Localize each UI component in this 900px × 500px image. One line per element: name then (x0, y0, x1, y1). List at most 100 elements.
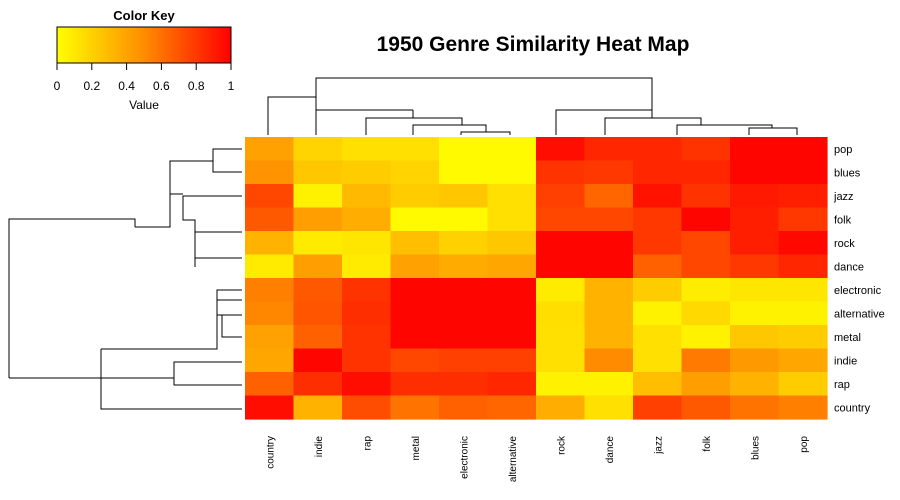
heatmap-cell-rock-electronic (439, 231, 489, 256)
heatmap-cell-pop-rock (536, 137, 586, 162)
heatmap-cell-folk-pop (778, 207, 828, 232)
heatmap-cell-rap-rap (342, 372, 392, 397)
heatmap-cell-rap-metal (390, 372, 440, 397)
heatmap-cell-country-rap (342, 395, 392, 420)
heatmap-cell-pop-metal (390, 137, 440, 162)
heatmap-cell-country-indie (293, 395, 343, 420)
heatmap-cell-pop-indie (293, 137, 343, 162)
heatmap-cell-folk-metal (390, 207, 440, 232)
column-label-blues: blues (750, 436, 761, 460)
heatmap-cell-dance-folk (681, 254, 731, 279)
heatmap-cell-electronic-pop (778, 278, 828, 303)
heatmap-cell-jazz-jazz (633, 184, 683, 209)
row-label-country: country (834, 402, 871, 414)
column-label-rap: rap (362, 436, 373, 451)
heatmap-cell-metal-rap (342, 325, 392, 350)
heatmap-cell-jazz-rock (536, 184, 586, 209)
heatmap-cell-folk-alternative (487, 207, 537, 232)
row-label-indie: indie (834, 355, 857, 367)
heatmap-cell-country-jazz (633, 395, 683, 420)
heatmap-cell-metal-blues (730, 325, 780, 350)
heatmap-cell-jazz-rap (342, 184, 392, 209)
heatmap-cell-country-alternative (487, 395, 537, 420)
heatmap-cell-indie-dance (584, 348, 634, 373)
heatmap-cell-blues-indie (293, 160, 343, 185)
chart-title: 1950 Genre Similarity Heat Map (377, 33, 690, 56)
heatmap-cell-pop-pop (778, 137, 828, 162)
heatmap-cell-indie-pop (778, 348, 828, 373)
column-label-rock: rock (556, 435, 567, 455)
heatmap-cell-rock-pop (778, 231, 828, 256)
heatmap-cell-indie-indie (293, 348, 343, 373)
heatmap-cell-blues-dance (584, 160, 634, 185)
heatmap-cell-pop-dance (584, 137, 634, 162)
heatmap-cell-rap-blues (730, 372, 780, 397)
heatmap-cell-metal-indie (293, 325, 343, 350)
heatmap-cell-rock-indie (293, 231, 343, 256)
color-key-gradient (56, 26, 232, 64)
heatmap-cell-dance-pop (778, 254, 828, 279)
column-dendrogram (267, 77, 798, 135)
heatmap-cell-metal-country (245, 325, 295, 350)
heatmap-cell-jazz-pop (778, 184, 828, 209)
row-label-metal: metal (834, 332, 861, 344)
heatmap-cell-folk-rap (342, 207, 392, 232)
heatmap-cell-country-metal (390, 395, 440, 420)
heatmap-cell-folk-country (245, 207, 295, 232)
heatmap-cell-indie-jazz (633, 348, 683, 373)
heatmap-cell-electronic-blues (730, 278, 780, 303)
heatmap-cell-rock-blues (730, 231, 780, 256)
heatmap-cell-jazz-indie (293, 184, 343, 209)
heatmap-cell-folk-jazz (633, 207, 683, 232)
heatmap-cell-blues-jazz (633, 160, 683, 185)
column-label-indie: indie (314, 436, 325, 458)
heatmap-cell-metal-pop (778, 325, 828, 350)
heatmap-cell-indie-rock (536, 348, 586, 373)
heatmap-cell-dance-indie (293, 254, 343, 279)
heatmap-cell-blues-metal (390, 160, 440, 185)
color-key-tick-label: 0.6 (153, 79, 170, 93)
color-key-tick-label: 0.2 (83, 79, 100, 93)
heatmap-cell-jazz-country (245, 184, 295, 209)
heatmap-cell-alternative-indie (293, 301, 343, 326)
column-label-jazz: jazz (653, 436, 664, 455)
heatmap-cell-alternative-country (245, 301, 295, 326)
column-label-alternative: alternative (508, 436, 519, 483)
column-labels: country indie rap metal electronic alternativ… (265, 435, 810, 482)
heatmap-cell-blues-rock (536, 160, 586, 185)
heatmap-cell-rock-alternative (487, 231, 537, 256)
heatmap-cell-country-blues (730, 395, 780, 420)
column-label-electronic: electronic (459, 436, 470, 479)
heatmap-cell-jazz-folk (681, 184, 731, 209)
heatmap-cell-electronic-country (245, 278, 295, 303)
heatmap-cell-country-dance (584, 395, 634, 420)
color-key-tick-label: 1 (228, 79, 235, 93)
heatmap-cell-pop-alternative (487, 137, 537, 162)
heatmap-cell-metal-electronic (439, 325, 489, 350)
heatmap-cell-indie-folk (681, 348, 731, 373)
heatmap-cell-folk-folk (681, 207, 731, 232)
color-key: Color Key 0 0.2 0.4 0.6 0.8 1 Value (54, 8, 235, 112)
heatmap-cell-blues-pop (778, 160, 828, 185)
heatmap-cell-pop-blues (730, 137, 780, 162)
heatmap-cell-pop-country (245, 137, 295, 162)
heatmap-cell-pop-folk (681, 137, 731, 162)
heatmap-cell-dance-country (245, 254, 295, 279)
heatmap-cell-electronic-alternative (487, 278, 537, 303)
heatmap-cell-dance-rap (342, 254, 392, 279)
heatmap-cell-electronic-rock (536, 278, 586, 303)
column-label-metal: metal (411, 436, 422, 460)
row-label-folk: folk (834, 214, 852, 226)
heatmap-cell-folk-dance (584, 207, 634, 232)
row-label-dance: dance (834, 261, 864, 273)
heatmap-cell-metal-alternative (487, 325, 537, 350)
heatmap-cell-country-rock (536, 395, 586, 420)
row-label-pop: pop (834, 144, 852, 156)
row-labels: pop blues jazz folk rock dance electronic alter… (833, 144, 885, 415)
heatmap-cell-jazz-alternative (487, 184, 537, 209)
heatmap-cell-indie-rap (342, 348, 392, 373)
color-key-tick-label: 0 (54, 79, 61, 93)
heatmap-cell-indie-blues (730, 348, 780, 373)
heatmap-cell-jazz-blues (730, 184, 780, 209)
row-label-rap: rap (834, 379, 850, 391)
